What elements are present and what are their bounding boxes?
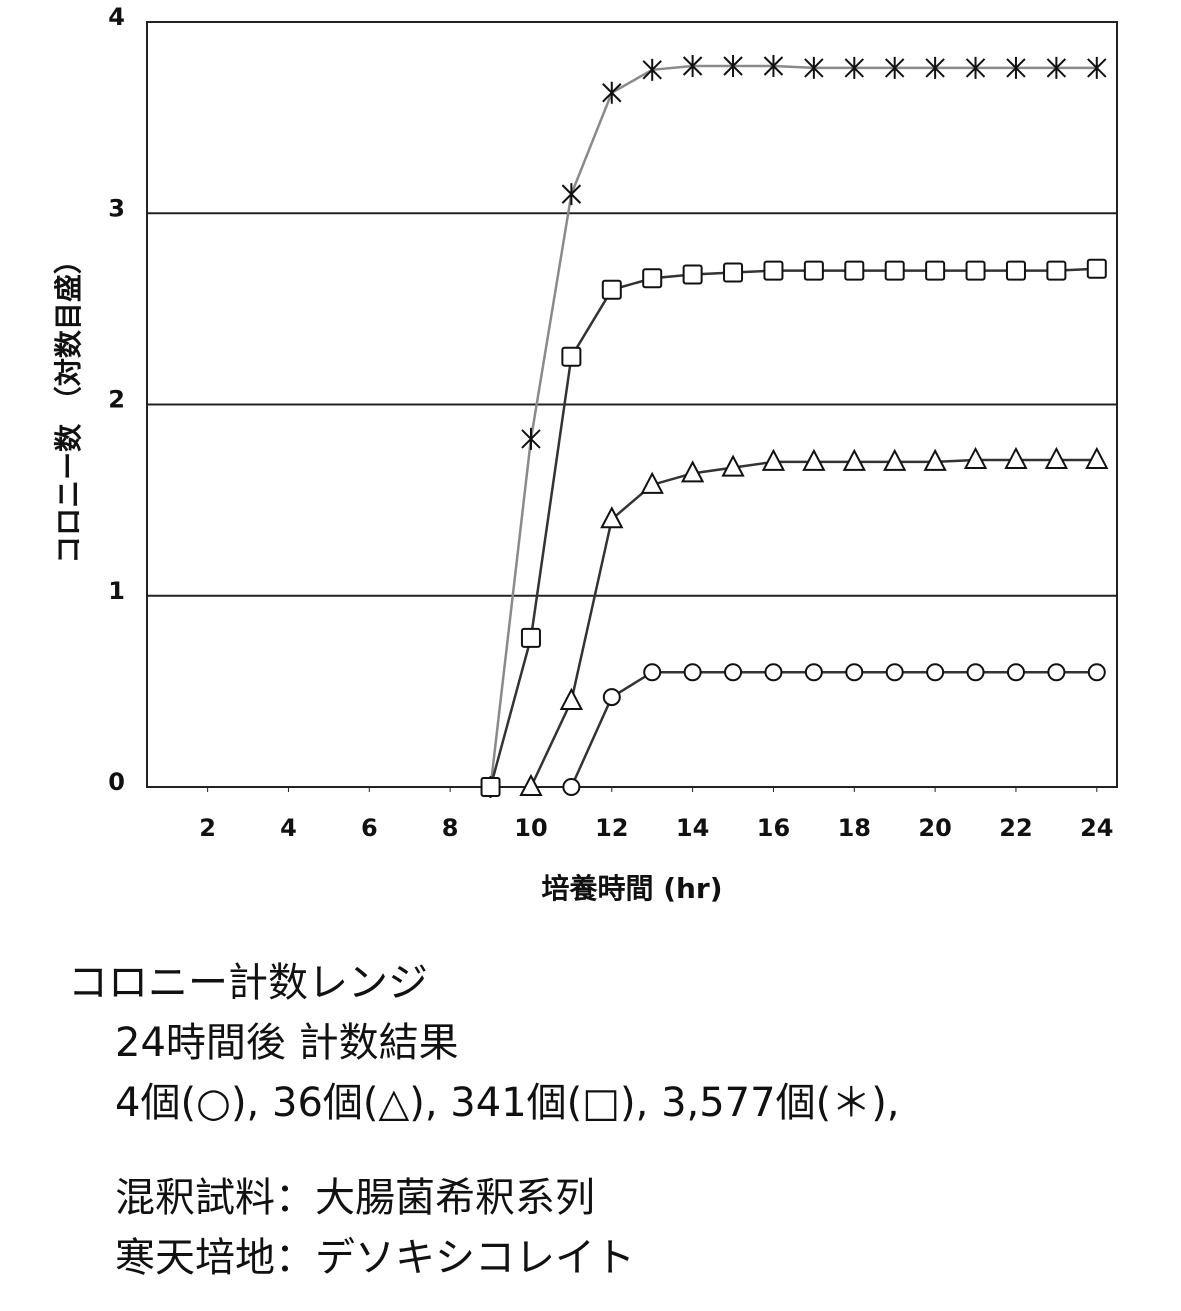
y-tick-label: 2 (108, 386, 125, 414)
marker (804, 56, 824, 79)
marker (561, 183, 582, 206)
y-tick-label: 4 (108, 3, 125, 31)
series-line (529, 458, 1097, 788)
marker (763, 54, 784, 77)
x-axis-title: 培養時間 (hr) (541, 872, 722, 905)
x-tick-label: 6 (361, 814, 378, 842)
marker (521, 427, 541, 450)
caption-line: 寒天培地：デソキシコレイト (115, 1235, 635, 1281)
marker (682, 54, 703, 77)
marker (723, 54, 743, 77)
x-tick-label: 8 (442, 814, 459, 842)
marker (600, 506, 624, 529)
marker (1004, 446, 1028, 469)
x-tick-label: 12 (595, 814, 628, 842)
marker (1006, 663, 1025, 682)
marker (1085, 446, 1109, 469)
x-tick-label: 14 (676, 814, 709, 842)
x-tick-label: 18 (838, 814, 871, 842)
marker (885, 56, 905, 79)
y-tick-label: 0 (108, 768, 125, 796)
marker (803, 260, 824, 281)
marker (602, 81, 622, 104)
marker (724, 663, 743, 682)
marker (642, 58, 662, 81)
marker (764, 663, 783, 682)
marker (966, 663, 985, 682)
marker (1044, 446, 1069, 469)
caption-line: コロニー計数レンジ (68, 960, 428, 1006)
marker (885, 663, 904, 682)
marker (1087, 56, 1107, 79)
marker (1046, 56, 1067, 79)
x-tick-label: 16 (757, 814, 790, 842)
marker (640, 471, 664, 494)
marker (721, 454, 745, 477)
marker (844, 260, 865, 281)
series-line (489, 267, 1097, 788)
marker (965, 56, 986, 79)
marker (723, 262, 744, 283)
marker (1047, 663, 1066, 682)
marker (520, 627, 541, 648)
marker (1006, 56, 1026, 79)
x-tick-label: 2 (199, 814, 216, 842)
marker (519, 773, 543, 796)
x-tick-label: 22 (999, 814, 1032, 842)
y-tick-label: 1 (108, 577, 125, 605)
marker (682, 264, 703, 285)
marker (925, 260, 946, 281)
marker (883, 448, 907, 471)
x-tick-label: 4 (280, 814, 297, 842)
marker (802, 448, 826, 471)
marker (925, 56, 945, 79)
marker (642, 268, 663, 289)
y-tick-label: 3 (108, 194, 125, 222)
marker (884, 260, 905, 281)
marker (844, 56, 864, 79)
marker (1005, 260, 1026, 281)
x-tick-label: 24 (1080, 814, 1113, 842)
marker (804, 663, 823, 682)
marker (761, 448, 786, 471)
marker (559, 687, 584, 710)
caption-line: 混釈試料：大腸菌希釈系列 (115, 1175, 595, 1221)
marker (763, 260, 784, 281)
series-line (489, 64, 1097, 788)
caption-line: 24時間後 計数結果 (115, 1020, 459, 1066)
x-tick-label: 20 (918, 814, 951, 842)
marker (842, 448, 866, 471)
marker (1046, 260, 1067, 281)
marker (601, 279, 622, 300)
marker (562, 778, 581, 796)
series-line (570, 671, 1097, 788)
marker (963, 446, 988, 469)
marker (1086, 258, 1107, 279)
marker (561, 346, 582, 367)
marker (643, 663, 662, 682)
marker (926, 663, 945, 682)
y-axis-title: コロニー数 （対数目盛） (52, 246, 85, 564)
marker (602, 688, 621, 707)
marker (923, 448, 947, 471)
marker (1087, 663, 1106, 682)
marker (480, 777, 501, 797)
caption-line: 4個(○), 36個(△), 341個(□), 3,577個(＊), (115, 1080, 900, 1126)
marker (845, 663, 864, 682)
x-tick-label: 10 (514, 814, 547, 842)
marker (680, 460, 705, 483)
marker (965, 260, 986, 281)
marker (683, 663, 702, 682)
